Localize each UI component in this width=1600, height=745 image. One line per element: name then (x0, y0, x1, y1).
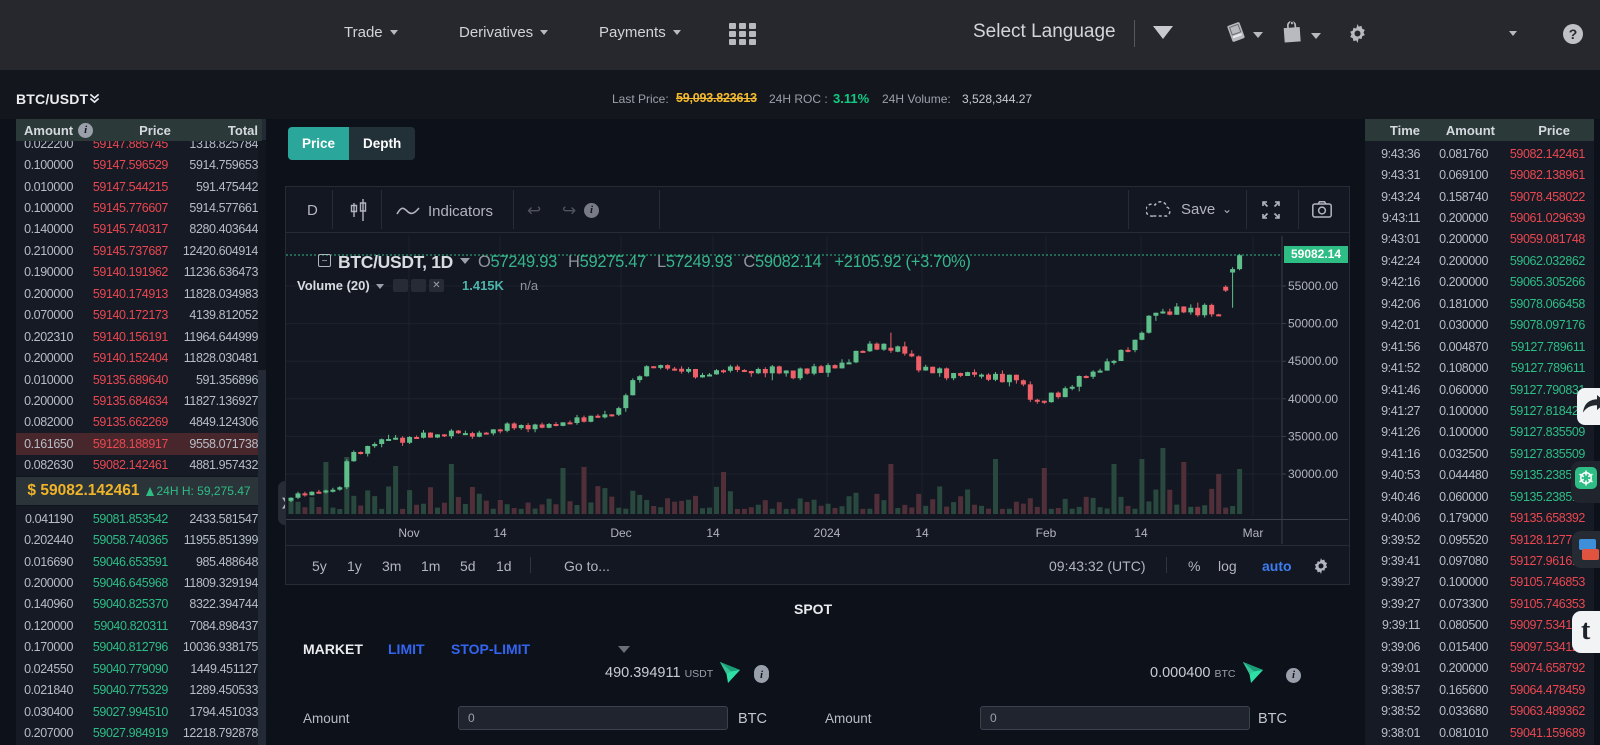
svg-text:45000.00: 45000.00 (1288, 354, 1338, 368)
svg-text:30000.00: 30000.00 (1288, 467, 1338, 481)
svg-text:14: 14 (1134, 526, 1148, 540)
svg-text:2024: 2024 (814, 526, 841, 540)
svg-text:40000.00: 40000.00 (1288, 392, 1338, 406)
svg-text:Dec: Dec (610, 526, 631, 540)
svg-text:Mar: Mar (1243, 526, 1264, 540)
svg-text:Feb: Feb (1036, 526, 1057, 540)
svg-text:55000.00: 55000.00 (1288, 279, 1338, 293)
svg-text:14: 14 (493, 526, 507, 540)
svg-text:14: 14 (915, 526, 929, 540)
svg-text:35000.00: 35000.00 (1288, 429, 1338, 443)
svg-text:14: 14 (706, 526, 720, 540)
svg-text:50000.00: 50000.00 (1288, 317, 1338, 331)
svg-text:Nov: Nov (398, 526, 419, 540)
